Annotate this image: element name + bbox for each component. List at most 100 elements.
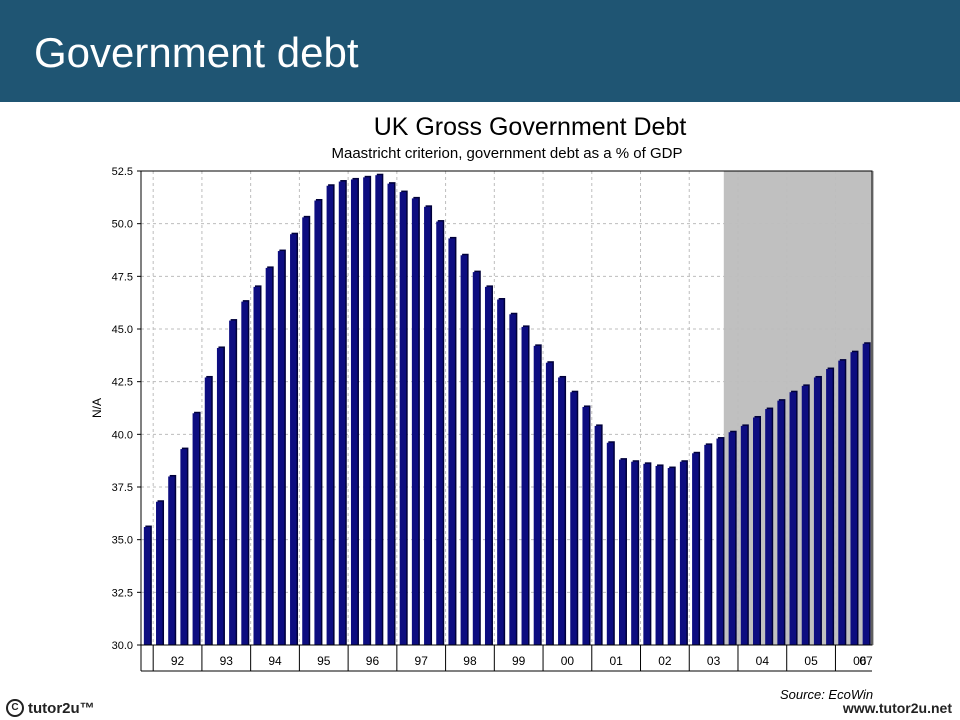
x-tick-label: 96 — [366, 654, 380, 668]
bar — [655, 465, 663, 645]
bar — [643, 463, 650, 645]
x-tick-label: 03 — [707, 654, 721, 668]
bar — [216, 347, 224, 645]
x-tick-label: 06 — [853, 654, 867, 668]
bar — [387, 183, 395, 645]
y-tick-label: 52.5 — [112, 166, 133, 178]
bar — [156, 501, 163, 645]
y-tick-label: 50.0 — [112, 219, 133, 231]
bar — [679, 461, 687, 645]
chart-title-text: UK Gross Government Debt — [373, 113, 687, 141]
bar — [521, 326, 529, 645]
bar — [460, 255, 468, 645]
bar — [338, 181, 346, 646]
bar — [753, 417, 760, 645]
bar — [436, 221, 443, 645]
y-tick-label: 40.0 — [112, 429, 133, 441]
bar — [204, 377, 212, 645]
x-tick-label: 95 — [317, 654, 331, 668]
x-tick-label: 97 — [415, 654, 429, 668]
bar — [424, 206, 431, 645]
x-tick-label: 04 — [756, 654, 770, 668]
bar — [570, 392, 577, 645]
bar — [448, 238, 455, 645]
bar — [545, 362, 553, 645]
bar — [594, 425, 602, 645]
y-tick-label: 37.5 — [112, 482, 133, 494]
bar — [399, 192, 407, 646]
x-tick-label: 07 — [859, 654, 873, 668]
footer-brand-text: tutor2u™ — [28, 699, 95, 717]
y-tick-label: 32.5 — [112, 587, 133, 599]
bar — [618, 459, 626, 645]
x-tick-label: 05 — [804, 654, 818, 668]
footer-url: www.tutor2u.net — [842, 700, 952, 716]
bar — [862, 343, 870, 645]
chart-source: Source: EcoWin — [780, 687, 874, 702]
bar — [801, 385, 809, 645]
bar — [716, 438, 723, 645]
bar — [497, 299, 504, 645]
bar — [667, 468, 675, 645]
bar — [704, 444, 711, 645]
bar — [192, 413, 200, 645]
bar — [582, 406, 589, 645]
bar — [363, 177, 370, 645]
bar — [375, 175, 382, 646]
bar — [765, 409, 772, 645]
y-tick-label: 47.5 — [112, 271, 133, 283]
bar — [168, 476, 175, 645]
bar — [241, 301, 248, 645]
x-tick-label: 01 — [609, 654, 623, 668]
bar — [350, 179, 358, 645]
bar — [229, 320, 236, 645]
footer-brand: C tutor2u™ — [6, 699, 95, 717]
bar — [484, 286, 492, 645]
bar — [290, 234, 297, 645]
y-tick-label: 35.0 — [112, 535, 133, 547]
chart-title: UK Gross Government Debt — [0, 115, 960, 140]
bar — [180, 449, 187, 645]
plot-frame — [140, 170, 873, 646]
y-tick-label: 45.0 — [112, 324, 133, 336]
bar — [472, 272, 480, 645]
x-tick-label: 99 — [512, 654, 526, 668]
y-axis-label: N/A — [90, 398, 104, 418]
bar — [826, 369, 833, 645]
chart-subtitle-text: Maastricht criterion, government debt as… — [331, 145, 683, 162]
bar — [277, 251, 285, 645]
header-bar: Government debt — [0, 0, 960, 102]
forecast-shade — [723, 171, 874, 645]
x-tick-label: 98 — [463, 654, 477, 668]
chart-subtitle: Maastricht criterion, government debt as… — [0, 146, 960, 161]
bar — [740, 425, 748, 645]
bar — [606, 442, 614, 645]
x-tick-label: 00 — [561, 654, 575, 668]
bar — [728, 432, 736, 645]
bar — [265, 267, 273, 645]
bar — [411, 198, 419, 646]
bar — [533, 345, 541, 645]
bar — [314, 200, 321, 645]
x-tick-label: 02 — [658, 654, 672, 668]
page-title: Government debt — [34, 29, 359, 76]
y-tick-label: 30.0 — [112, 640, 133, 652]
bar — [813, 377, 821, 645]
bar — [143, 527, 151, 645]
bar — [558, 377, 565, 645]
bar — [509, 314, 516, 645]
bar — [631, 461, 638, 645]
bar — [253, 286, 260, 645]
copyright-icon: C — [6, 699, 24, 717]
x-tick-label: 92 — [171, 654, 185, 668]
bar — [850, 352, 857, 645]
bar — [838, 360, 845, 645]
y-tick-label: 42.5 — [112, 377, 133, 389]
bar — [692, 453, 699, 645]
bar — [302, 217, 309, 645]
bar — [326, 185, 334, 645]
bar — [789, 392, 797, 645]
x-tick-label: 94 — [268, 654, 282, 668]
bar — [777, 400, 784, 645]
